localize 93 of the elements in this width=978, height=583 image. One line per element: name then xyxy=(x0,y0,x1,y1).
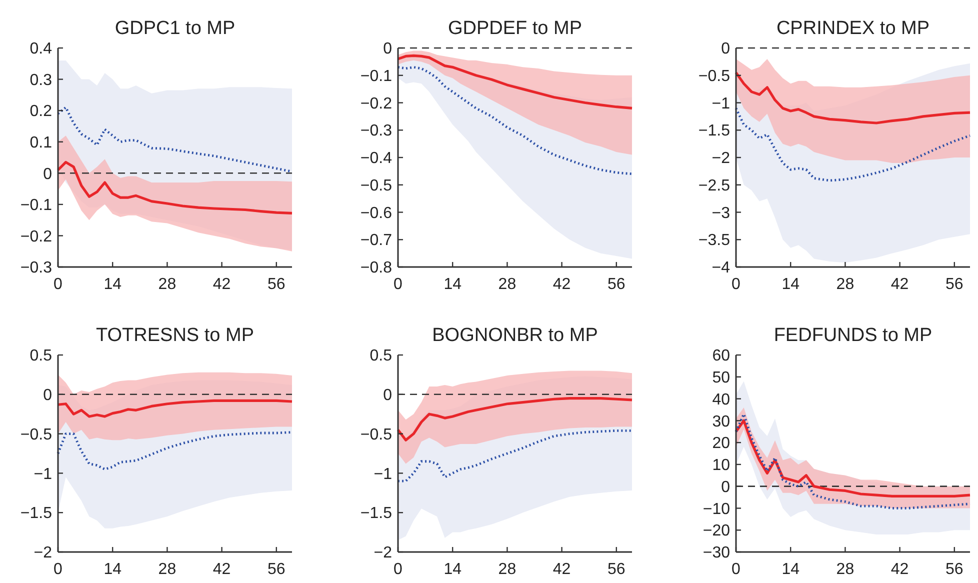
y-tick-label: −0.3 xyxy=(360,122,392,140)
y-tick-label: 0.5 xyxy=(370,348,392,365)
y-tick-label: −0.4 xyxy=(360,150,392,168)
x-tick-label: 56 xyxy=(608,276,626,293)
y-tick-label: −0.5 xyxy=(20,426,52,444)
x-tick-label: 28 xyxy=(836,276,854,293)
y-tick-label: −1.5 xyxy=(20,505,52,522)
x-tick-label: 14 xyxy=(104,276,122,293)
y-tick-label: −0.1 xyxy=(20,197,52,214)
y-tick-label: 0 xyxy=(383,387,392,404)
x-tick-label: 28 xyxy=(498,561,516,578)
x-tick-label: 56 xyxy=(608,561,626,578)
x-tick-label: 0 xyxy=(54,276,63,293)
x-tick-label: 0 xyxy=(394,561,403,578)
y-tick-label: 0.2 xyxy=(30,103,52,120)
chart-title: CPRINDEX to MP xyxy=(776,18,930,39)
y-tick-label: 0 xyxy=(383,40,392,58)
x-tick-label: 28 xyxy=(158,276,176,293)
y-tick-label: −0.6 xyxy=(360,204,392,222)
chart-title: BOGNONBR to MP xyxy=(432,325,598,346)
line-series xyxy=(396,397,634,442)
x-tick-label: 28 xyxy=(158,561,176,578)
y-tick-label: 20 xyxy=(712,435,730,452)
chart-title: FEDFUNDS to MP xyxy=(774,325,932,346)
y-tick-label: 0 xyxy=(721,478,730,496)
x-tick-label: 0 xyxy=(732,561,741,578)
line-series xyxy=(734,71,972,124)
y-tick-label: 30 xyxy=(712,413,730,430)
y-tick-label: −30 xyxy=(702,544,730,562)
x-tick-label: 14 xyxy=(104,561,122,578)
x-tick-label: 14 xyxy=(782,561,800,578)
y-tick-label: −1 xyxy=(34,466,52,483)
x-tick-label: 56 xyxy=(946,276,964,293)
y-tick-label: −1 xyxy=(712,95,730,112)
y-tick-label: −0.5 xyxy=(698,68,730,85)
y-tick-label: −0.5 xyxy=(360,426,392,444)
line-series xyxy=(56,399,294,418)
line-series xyxy=(56,160,294,214)
x-tick-label: 14 xyxy=(444,561,462,578)
y-tick-label: −2.5 xyxy=(698,177,730,194)
chart-title: GDPC1 to MP xyxy=(114,18,236,39)
line-series xyxy=(396,429,634,482)
y-tick-label: −0.3 xyxy=(20,260,52,277)
chart-title: GDPDEF to MP xyxy=(448,18,582,39)
y-tick-label: 0.1 xyxy=(30,134,52,152)
y-tick-label: 40 xyxy=(712,391,730,408)
x-tick-label: 28 xyxy=(836,561,854,578)
line-series xyxy=(396,66,634,176)
y-tick-label: −0.2 xyxy=(360,95,392,112)
line-series xyxy=(396,54,634,110)
y-tick-label: −0.7 xyxy=(360,232,392,250)
x-tick-label: 28 xyxy=(498,276,516,293)
x-tick-label: 0 xyxy=(394,276,403,293)
y-tick-label: −0.8 xyxy=(360,260,392,277)
y-tick-label: −0.1 xyxy=(360,68,392,85)
chart-title: TOTRESNS to MP xyxy=(96,325,254,346)
y-tick-label: 0 xyxy=(43,166,52,183)
y-tick-label: 50 xyxy=(712,369,730,386)
x-tick-label: 56 xyxy=(946,561,964,578)
x-tick-label: 56 xyxy=(268,276,286,293)
x-tick-label: 14 xyxy=(782,276,800,293)
y-tick-label: −0.5 xyxy=(360,177,392,194)
y-tick-label: −1 xyxy=(374,466,392,483)
y-tick-label: 0 xyxy=(721,40,730,58)
line-series xyxy=(734,107,972,182)
y-tick-label: −3 xyxy=(712,204,730,222)
y-tick-label: −3.5 xyxy=(698,232,730,250)
x-tick-label: 56 xyxy=(268,561,286,578)
x-tick-label: 42 xyxy=(890,561,909,578)
x-tick-label: 42 xyxy=(212,561,231,578)
x-tick-label: 0 xyxy=(54,561,63,578)
y-tick-label: 0.5 xyxy=(30,348,52,365)
y-tick-label: 10 xyxy=(712,457,730,474)
x-tick-label: 42 xyxy=(890,276,909,293)
y-tick-label: 60 xyxy=(712,348,730,365)
x-tick-label: 42 xyxy=(552,276,571,293)
y-tick-label: −1.5 xyxy=(360,505,392,522)
y-tick-label: −20 xyxy=(702,522,730,540)
x-tick-label: 0 xyxy=(732,276,741,293)
y-tick-label: 0.4 xyxy=(30,40,52,58)
line-series xyxy=(734,419,972,498)
x-tick-label: 14 xyxy=(444,276,462,293)
y-tick-label: −10 xyxy=(702,500,730,518)
y-tick-label: −2 xyxy=(374,544,392,562)
y-tick-label: −2 xyxy=(34,544,52,562)
x-tick-label: 42 xyxy=(552,561,571,578)
y-tick-label: −1.5 xyxy=(698,122,730,140)
y-tick-label: 0.3 xyxy=(30,72,52,89)
x-tick-label: 42 xyxy=(212,276,231,293)
y-tick-label: −0.2 xyxy=(20,228,52,246)
y-tick-label: −4 xyxy=(712,260,730,277)
y-tick-label: −2 xyxy=(712,150,730,168)
y-tick-label: 0 xyxy=(43,387,52,404)
